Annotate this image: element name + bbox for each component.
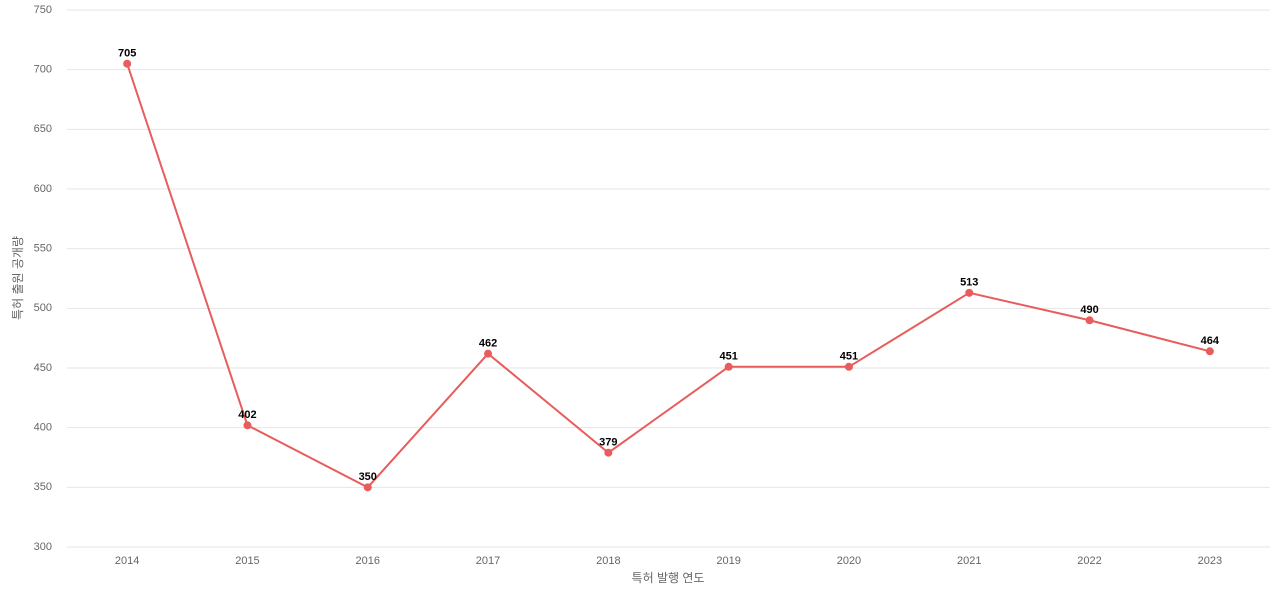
data-label: 705: [118, 48, 136, 60]
x-tick-label: 2021: [957, 555, 981, 567]
data-label: 464: [1201, 335, 1220, 347]
y-tick-label: 450: [34, 362, 52, 374]
y-tick-label: 550: [34, 243, 52, 255]
y-tick-label: 650: [34, 123, 52, 135]
point: [363, 483, 372, 492]
point: [724, 362, 733, 371]
y-tick-label: 350: [34, 481, 52, 493]
point: [604, 448, 613, 457]
x-tick-label: 2017: [476, 555, 500, 567]
data-label: 402: [238, 409, 256, 421]
x-tick-label: 2015: [235, 555, 259, 567]
data-label: 379: [599, 437, 617, 449]
x-tick-label: 2020: [837, 555, 861, 567]
data-label: 490: [1080, 304, 1098, 316]
point: [844, 362, 853, 371]
point: [123, 59, 132, 68]
x-tick-label: 2014: [115, 555, 139, 567]
x-tick-label: 2019: [716, 555, 740, 567]
data-label: 451: [840, 351, 858, 363]
y-axis-title: 특허 출원 공개량: [11, 236, 25, 320]
data-label: 462: [479, 338, 497, 350]
y-tick-label: 300: [34, 541, 52, 553]
x-tick-label: 2018: [596, 555, 620, 567]
data-label: 451: [719, 351, 737, 363]
y-tick-label: 400: [34, 422, 52, 434]
y-tick-label: 700: [34, 64, 52, 76]
x-tick-label: 2022: [1077, 555, 1101, 567]
point: [1205, 347, 1214, 356]
point: [965, 288, 974, 297]
y-tick-label: 500: [34, 302, 52, 314]
point: [1085, 316, 1094, 325]
line: [126, 63, 1211, 489]
x-tick-label: 2023: [1198, 555, 1222, 567]
point: [243, 421, 252, 430]
data-label: 350: [359, 471, 377, 483]
point: [484, 349, 493, 358]
x-tick-label: 2016: [356, 555, 380, 567]
y-tick-label: 600: [34, 183, 52, 195]
x-axis-title: 특허 발행 연도: [632, 570, 705, 585]
y-tick-label: 750: [34, 4, 52, 16]
data-label: 513: [960, 277, 978, 289]
